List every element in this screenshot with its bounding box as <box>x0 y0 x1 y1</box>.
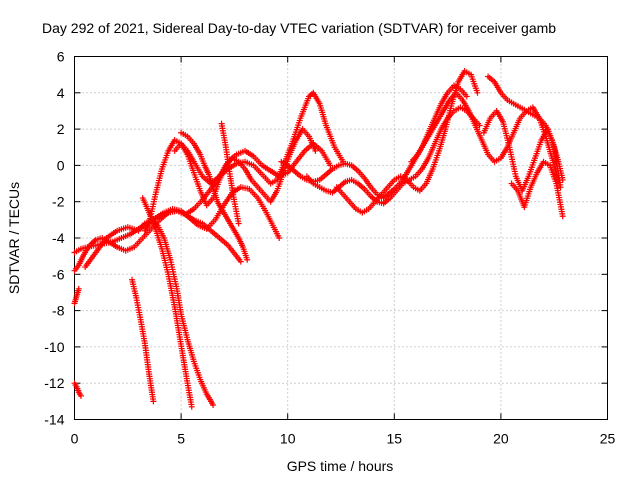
y-tick-label: -8 <box>52 303 65 319</box>
data-point <box>312 147 319 154</box>
y-tick-label: -12 <box>44 375 64 391</box>
data-points <box>71 68 566 410</box>
data-point <box>235 220 242 227</box>
series-track-k <box>171 126 319 209</box>
x-tick-label: 25 <box>600 431 616 447</box>
series-track-s <box>508 158 566 220</box>
y-tick-label: 0 <box>57 157 65 173</box>
data-point <box>150 398 157 405</box>
data-point <box>210 401 217 408</box>
data-point <box>77 392 84 399</box>
data-point <box>75 285 82 292</box>
data-point <box>474 89 481 96</box>
series-track-l <box>218 120 242 227</box>
y-tick-label: -14 <box>44 412 64 428</box>
x-tick-label: 15 <box>387 431 403 447</box>
axis-ticks: 0 5 10 15 20 25 -14 -12 -10 -8 -6 -4 -2 0 2 4 6 <box>44 49 615 447</box>
series-track-b <box>71 285 82 307</box>
y-tick-label: 4 <box>57 85 65 101</box>
series-track-f <box>129 276 157 405</box>
series-track-j <box>178 129 251 263</box>
data-point <box>276 235 283 241</box>
y-tick-label: -2 <box>52 194 65 210</box>
data-point <box>463 93 470 100</box>
x-tick-label: 0 <box>71 431 79 447</box>
data-point <box>188 403 195 410</box>
chart-title: Day 292 of 2021, Sidereal Day-to-day VTE… <box>42 20 556 36</box>
data-point <box>557 184 564 191</box>
x-tick-label: 10 <box>280 431 296 447</box>
data-point <box>244 256 251 263</box>
y-tick-label: 6 <box>57 49 65 65</box>
data-point <box>559 213 566 220</box>
series-track-a <box>71 380 84 399</box>
y-tick-label: -10 <box>44 339 64 355</box>
x-tick-label: 20 <box>493 431 509 447</box>
y-tick-label: -6 <box>52 266 65 282</box>
y-tick-label: -4 <box>52 230 65 246</box>
y-tick-label: 2 <box>57 121 65 137</box>
series-track-r <box>480 107 564 194</box>
series-track-h <box>141 89 347 234</box>
y-axis-label: SDTVAR / TECUs <box>6 182 22 294</box>
x-axis-label: GPS time / hours <box>287 458 394 474</box>
series-track-o <box>333 68 481 216</box>
data-point <box>237 258 244 265</box>
x-tick-label: 5 <box>177 431 185 447</box>
